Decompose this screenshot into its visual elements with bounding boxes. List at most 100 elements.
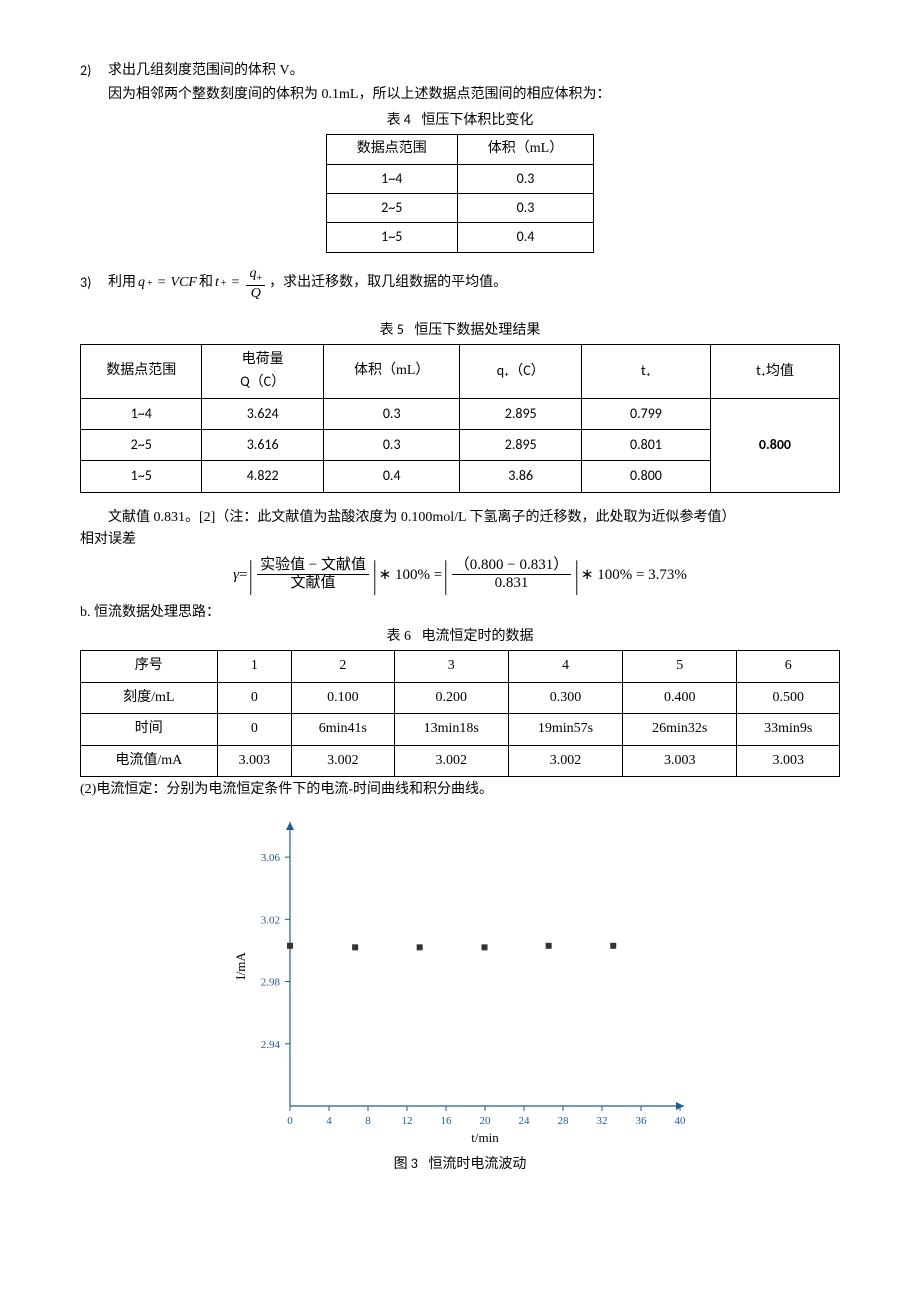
eq: = — [232, 272, 240, 294]
td-text: 电流值/mA — [115, 753, 182, 768]
item-2: 2) 求出几组刻度范围间的体积 V。 — [80, 60, 840, 82]
td: 0.400 — [623, 682, 737, 713]
den: 0.831 — [492, 575, 532, 591]
abs-bar: | — [373, 556, 377, 594]
table-5: 数据点范围 电荷量 Q（C） 体积（mL） q₊（C） t₊ t₊均值 1~4 … — [80, 344, 840, 493]
table-row: 1~4 0.3 — [326, 164, 593, 193]
th: 电荷量 Q（C） — [202, 344, 323, 398]
td: 1~4 — [326, 164, 457, 193]
td: 序号 — [81, 651, 218, 682]
fraction: （0.800 − 0.831） 0.831 — [452, 558, 571, 591]
abs-bar: | — [575, 556, 579, 594]
td: 电流值/mA — [81, 745, 218, 776]
td: 1~5 — [326, 223, 457, 252]
svg-text:24: 24 — [519, 1115, 531, 1127]
th-line: Q（C） — [208, 371, 316, 393]
table-6-caption: 表 6 电流恒定时的数据 — [80, 626, 840, 648]
svg-text:40: 40 — [675, 1115, 687, 1127]
td: 时间 — [81, 714, 218, 745]
th: t₊ — [581, 344, 710, 398]
td-avg: 0.800 — [710, 398, 839, 492]
den-Q: Q — [248, 286, 264, 301]
den: 文献值 — [288, 575, 339, 591]
svg-text:36: 36 — [636, 1115, 648, 1127]
td: 2~5 — [81, 430, 202, 461]
table-4: 数据点范围 体积（mL） 1~4 0.3 2~5 0.3 1~5 0.4 — [326, 134, 594, 253]
svg-text:4: 4 — [326, 1115, 332, 1127]
rel-err-label: 相对误差 — [80, 529, 840, 551]
abs-bar: | — [444, 556, 448, 594]
td: 0.4 — [457, 223, 593, 252]
svg-text:28: 28 — [558, 1115, 570, 1127]
td: 0.801 — [581, 430, 710, 461]
td: 2~5 — [326, 193, 457, 222]
td: 4.822 — [202, 461, 323, 492]
figure-3-caption-text: 恒流时电流波动 — [428, 1157, 526, 1172]
txt: 和 — [199, 272, 213, 294]
td: 1 — [217, 651, 292, 682]
section-b: b. 恒流数据处理思路： — [80, 602, 840, 624]
num: 实验值 − 文献值 — [257, 558, 369, 575]
var-vcf: VCF — [171, 272, 197, 294]
td: 刻度/mL — [81, 682, 218, 713]
td: 3.003 — [623, 745, 737, 776]
th: 数据点范围 — [81, 344, 202, 398]
td: 0.800 — [581, 461, 710, 492]
table-row: 电流值/mA 3.003 3.002 3.002 3.002 3.003 3.0… — [81, 745, 840, 776]
td: 19min57s — [508, 714, 622, 745]
td: 3.002 — [508, 745, 622, 776]
td: 2.895 — [460, 398, 581, 429]
item-2-title: 求出几组刻度范围间的体积 V。 — [108, 60, 304, 82]
td: 0 — [217, 714, 292, 745]
td: 0.300 — [508, 682, 622, 713]
sub: + — [256, 273, 262, 284]
item-3-formula: 利用 q+ = VCF 和 t+ = q+ Q ，求出迁移数，取几组数据的平均值… — [108, 267, 507, 301]
svg-text:I/mA: I/mA — [233, 952, 248, 980]
td: 5 — [623, 651, 737, 682]
td: 0.3 — [323, 398, 460, 429]
txt: ∗ 100% = — [379, 563, 443, 587]
td: 6 — [737, 651, 840, 682]
txt: 利用 — [108, 272, 136, 294]
table-6-caption-text: 电流恒定时的数据 — [422, 629, 534, 644]
td: 3.616 — [202, 430, 323, 461]
svg-text:3.06: 3.06 — [261, 853, 281, 865]
th: 体积（mL） — [323, 344, 460, 398]
fraction: 实验值 − 文献值 文献值 — [257, 558, 369, 591]
td: 0.100 — [292, 682, 395, 713]
txt: ，求出迁移数，取几组数据的平均值。 — [269, 272, 507, 294]
var-t: t — [215, 272, 219, 294]
sub: + — [221, 276, 227, 292]
table-row: 数据点范围 电荷量 Q（C） 体积（mL） q₊（C） t₊ t₊均值 — [81, 344, 840, 398]
table-row: 刻度/mL 0 0.100 0.200 0.300 0.400 0.500 — [81, 682, 840, 713]
svg-text:0: 0 — [287, 1115, 293, 1127]
table-row: 1~4 3.624 0.3 2.895 0.799 0.800 — [81, 398, 840, 429]
th: 体积（mL） — [457, 135, 593, 164]
num: （0.800 − 0.831） — [452, 558, 571, 575]
td: 3.003 — [737, 745, 840, 776]
note-2: (2)电流恒定：分别为电流恒定条件下的电流-时间曲线和积分曲线。 — [80, 779, 840, 801]
figure-3-caption: 图 3 恒流时电流波动 — [80, 1153, 840, 1176]
td: 26min32s — [623, 714, 737, 745]
th-text: t₊均值 — [756, 362, 794, 379]
item-2-note: 因为相邻两个整数刻度间的体积为 0.1mL，所以上述数据点范围间的相应体积为： — [108, 84, 840, 106]
fraction: q+ Q — [246, 267, 265, 301]
svg-text:t/min: t/min — [471, 1130, 499, 1145]
item-2-num: 2) — [80, 60, 108, 82]
table-5-caption: 表 5 恒压下数据处理结果 — [80, 319, 840, 342]
td: 0.3 — [323, 430, 460, 461]
td: 3.003 — [217, 745, 292, 776]
gamma-equation: γ = | 实验值 − 文献值 文献值 | ∗ 100% = | （0.800 … — [80, 556, 840, 594]
td: 3.86 — [460, 461, 581, 492]
table-row: 时间 0 6min41s 13min18s 19min57s 26min32s … — [81, 714, 840, 745]
abs-bar: | — [249, 556, 253, 594]
eq: = — [158, 272, 166, 294]
td: 13min18s — [394, 714, 508, 745]
td: 6min41s — [292, 714, 395, 745]
td: 0.200 — [394, 682, 508, 713]
table-5-caption-num: 表 5 — [380, 321, 404, 338]
var-q: q — [138, 272, 145, 294]
svg-text:2.94: 2.94 — [261, 1039, 281, 1051]
td: 2 — [292, 651, 395, 682]
table-5-caption-text: 恒压下数据处理结果 — [414, 323, 540, 338]
